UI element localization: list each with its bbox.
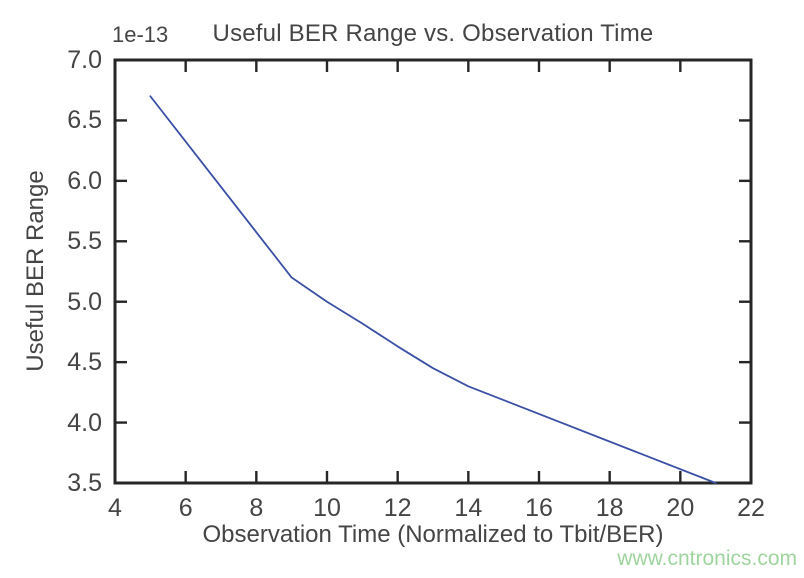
x-tick-label: 16 [525,494,553,522]
x-tick-label: 18 [595,494,624,522]
x-tick-label: 14 [454,494,483,522]
y-tick-label: 4.0 [67,408,102,437]
x-axis-label: Observation Time (Normalized to Tbit/BER… [202,521,664,548]
x-tick-label: 8 [249,494,264,522]
y-tick-label: 5.0 [67,287,102,316]
x-tick-label: 20 [666,494,695,522]
y-axis-label: Useful BER Range [22,170,49,372]
y-tick-label: 4.5 [67,348,102,377]
x-tick-label: 6 [178,494,193,522]
x-tick-label: 22 [737,494,765,522]
data-line-series [149,95,717,484]
watermark: www.cntronics.com [617,547,797,570]
y-axis-offset-label: 1e-13 [112,22,169,47]
y-tick-label: 7.0 [67,46,102,74]
chart-title: Useful BER Range vs. Observation Time [212,20,654,47]
y-tick-label: 6.5 [67,106,102,135]
x-tick-label: 4 [108,494,122,522]
y-tick-label: 6.0 [67,166,102,195]
axes-border [113,58,753,485]
x-tick-label: 10 [313,494,341,522]
y-tick-label: 3.5 [67,469,102,497]
y-tick-label: 5.5 [67,227,102,256]
x-tick-label: 12 [383,494,412,522]
